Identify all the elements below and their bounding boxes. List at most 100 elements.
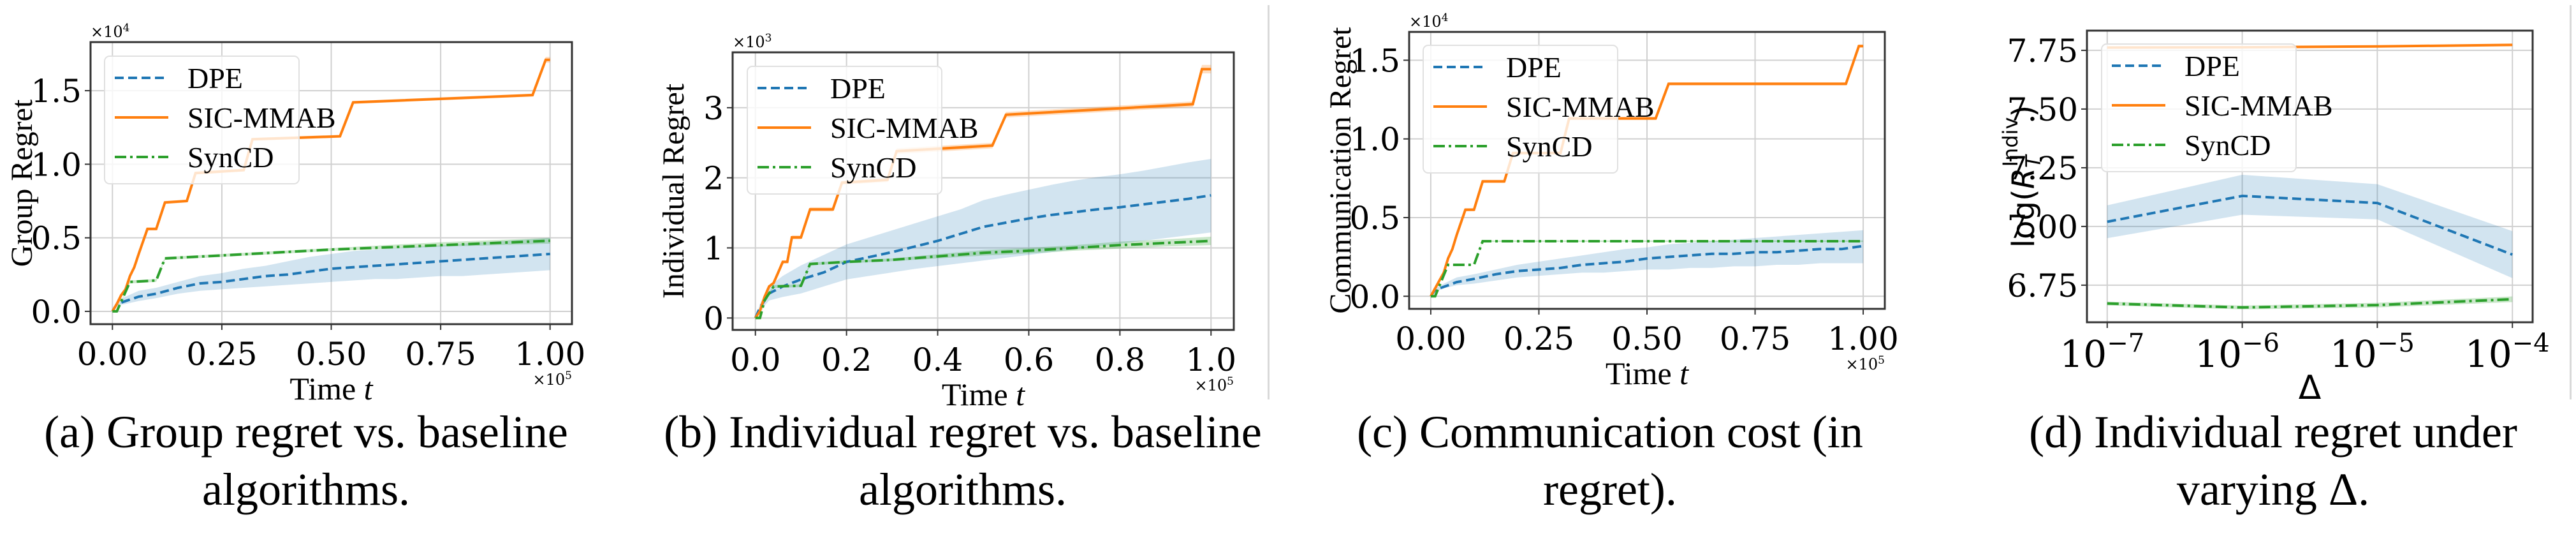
axes-frame xyxy=(731,51,1235,331)
legend-item-sic-mmab: SIC-MMAB xyxy=(2112,89,2333,122)
y-tick-label: 0 xyxy=(703,300,724,337)
y-offset-exponent: 4 xyxy=(123,22,130,34)
x-axis-label: Δ xyxy=(2299,369,2322,407)
caption-c-line2: regret). xyxy=(1543,464,1677,515)
y-axis-label-base: R xyxy=(2006,168,2042,189)
x-tick-label: 0.00 xyxy=(77,336,148,373)
x-tick-label: 0.25 xyxy=(186,336,257,373)
legend-item-sic-mmab: SIC-MMAB xyxy=(115,101,336,134)
x-offset-exponent: 5 xyxy=(1878,354,1885,367)
y-tick-label: 3 xyxy=(703,90,724,127)
caption-c: (c) Communication cost (in regret). xyxy=(1304,403,1916,518)
separator-line xyxy=(1268,5,1270,399)
x-axis-label-text: Time xyxy=(942,376,1016,412)
x-axis-label: Time t xyxy=(289,371,373,406)
x-offset-base: ×10 xyxy=(1195,376,1227,394)
y-axis-label: Communication Regret xyxy=(1324,27,1358,314)
x-tick-base: 10 xyxy=(2195,332,2242,376)
legend-label: SynCD xyxy=(2184,129,2271,161)
confidence-band-syncd xyxy=(112,237,550,311)
y-tick-label: 0.0 xyxy=(1349,278,1400,315)
plot-area xyxy=(754,64,1211,320)
x-tick-exponent: −4 xyxy=(2512,329,2550,358)
legend-label: SynCD xyxy=(187,141,274,174)
y-tick-label: 1.5 xyxy=(1349,42,1400,79)
x-tick-label: 10−4 xyxy=(2465,329,2550,376)
caption-a-line2: algorithms. xyxy=(202,464,410,515)
series-line-syncd xyxy=(1430,240,1864,298)
y-offset-exponent: 3 xyxy=(765,32,772,45)
legend-label: DPE xyxy=(830,72,886,105)
x-offset-base: ×10 xyxy=(533,371,566,389)
x-tick-label: 0.75 xyxy=(1720,320,1790,357)
x-tick-base: 10 xyxy=(2465,332,2512,376)
y-axis-label-sub: T xyxy=(2021,154,2045,168)
y-tick-label: 1.0 xyxy=(1349,121,1400,158)
legend-box xyxy=(1423,45,1618,174)
confidence-band-dpe xyxy=(2107,174,2513,278)
x-tick-exponent: −5 xyxy=(2377,329,2415,358)
legend-item-syncd: SynCD xyxy=(1433,130,1592,163)
caption-b-line2: algorithms. xyxy=(859,464,1067,515)
y-axis-label: log(RTIndiv) xyxy=(1998,105,2045,248)
y-tick-label: 7.25 xyxy=(2007,150,2078,187)
y-tick-label: 2 xyxy=(703,160,724,197)
y-tick-label: 0.5 xyxy=(1349,200,1400,237)
separator-line xyxy=(2570,5,2572,399)
chart-d: 10−7 10−6 10−5 10−46.757.007.257.507.75Δlog… xyxy=(1998,29,2550,407)
x-tick-label: 0.25 xyxy=(1504,320,1574,357)
legend-label: DPE xyxy=(1506,51,1562,84)
x-axis-label: Time t xyxy=(942,376,1025,412)
x-tick-label: 0.0 xyxy=(730,341,781,378)
x-tick-label: 0.75 xyxy=(405,336,476,373)
x-tick-label: 1.00 xyxy=(1827,320,1898,357)
plot-area xyxy=(111,57,550,313)
x-offset-exponent: 5 xyxy=(1227,375,1234,388)
caption-d-line2: varying Δ. xyxy=(2176,464,2370,515)
legend-box xyxy=(747,66,942,195)
series-line-syncd xyxy=(112,239,550,313)
series-line-dpe xyxy=(1430,244,1864,297)
chart-c: 0.00 0.25 0.50 0.75 1.000.00.51.01.5×104×105… xyxy=(1324,11,1899,391)
x-axis-label-variable: t xyxy=(1680,355,1689,391)
caption-a-line1: (a) Group regret vs. baseline xyxy=(44,406,568,458)
x-axis-label: Time t xyxy=(1606,355,1689,391)
y-offset-label: ×104 xyxy=(1409,11,1448,31)
x-tick-label: 10−6 xyxy=(2195,329,2280,376)
y-tick-label: 6.75 xyxy=(2007,267,2078,304)
x-tick-exponent: −7 xyxy=(2107,329,2144,358)
confidence-band-dpe xyxy=(1430,230,1864,297)
x-tick-exponent: −6 xyxy=(2242,329,2280,358)
legend-item-sic-mmab: SIC-MMAB xyxy=(757,112,979,144)
legend-item-dpe: DPE xyxy=(115,62,243,94)
series-line-dpe xyxy=(111,253,550,312)
x-tick-label: 0.4 xyxy=(912,341,963,378)
legend: DPE SIC-MMAB SynCD xyxy=(747,66,979,195)
y-axis-label-prefix: log( xyxy=(2006,189,2042,248)
series-line-dpe xyxy=(754,194,1211,319)
x-offset-label: ×105 xyxy=(533,369,572,389)
y-tick-label: 0.0 xyxy=(31,294,82,331)
y-tick-label: 1.5 xyxy=(31,73,82,110)
plot-area xyxy=(1430,44,1864,298)
series-line-syncd xyxy=(755,239,1211,320)
legend-item-dpe: DPE xyxy=(757,72,886,105)
x-tick-label: 0.00 xyxy=(1395,320,1466,357)
y-tick-label: 7.00 xyxy=(2007,209,2078,246)
legend-label: SynCD xyxy=(830,151,916,184)
y-offset-base: ×10 xyxy=(733,33,765,51)
legend-item-syncd: SynCD xyxy=(2112,129,2271,161)
x-tick-base: 10 xyxy=(2330,332,2377,376)
legend-item-syncd: SynCD xyxy=(115,141,274,174)
caption-d-line1: (d) Individual regret under xyxy=(2029,406,2517,458)
axes-frame xyxy=(2086,29,2534,324)
caption-b: (b) Individual regret vs. baseline algor… xyxy=(657,403,1269,518)
y-tick-label: 7.75 xyxy=(2007,33,2078,70)
chart-a: 0.00 0.25 0.50 0.75 1.000.00.51.01.5×104×105… xyxy=(5,22,585,406)
legend-label: SynCD xyxy=(1506,130,1592,163)
x-axis-label-text: Time xyxy=(1606,355,1680,391)
y-offset-label: ×104 xyxy=(91,22,129,41)
caption-c-line1: (c) Communication cost (in xyxy=(1357,406,1863,458)
